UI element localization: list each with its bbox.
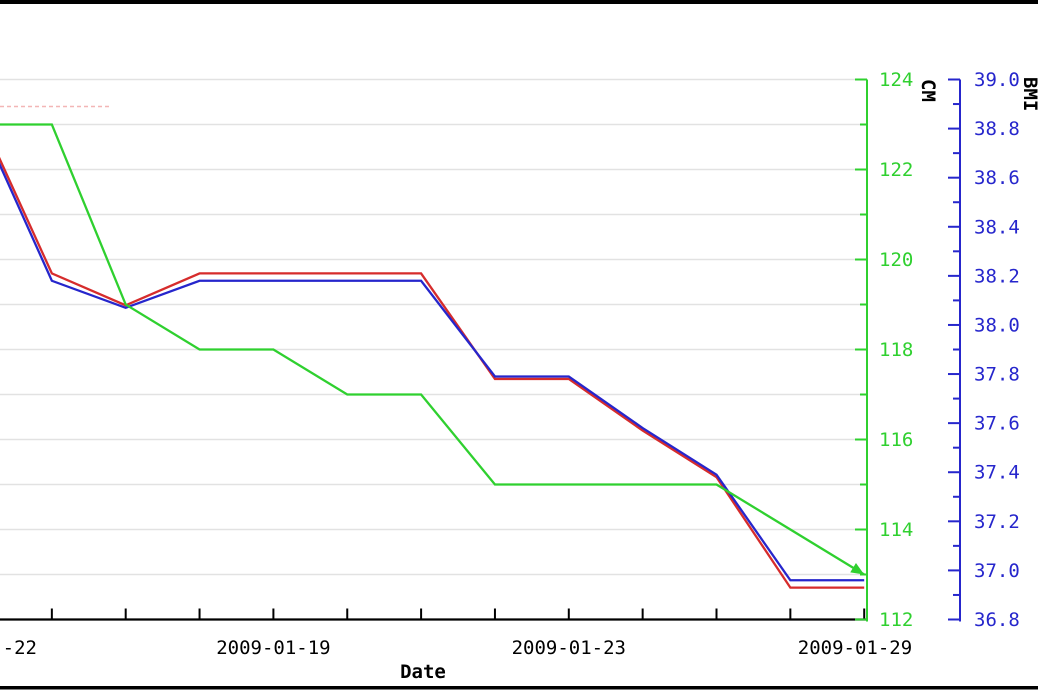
bmi-axis-title: BMI: [1019, 77, 1038, 111]
cm-axis: 124 122 120 118 116 114 112: [855, 69, 913, 631]
bmi-tick-label: 38.6: [974, 167, 1020, 189]
cm-tick-label: 116: [879, 429, 913, 451]
cm-tick-label: 118: [879, 339, 913, 361]
series-cm-line: [0, 123, 865, 576]
cm-tick-label: 124: [879, 69, 913, 91]
bmi-tick-label: 38.0: [974, 314, 1020, 336]
cm-tick-label: 114: [879, 519, 913, 541]
bmi-tick-label: 37.8: [974, 364, 1020, 386]
x-tick-label: 2009-01-29: [798, 637, 912, 659]
bmi-tick-label: 38.4: [974, 216, 1020, 238]
top-page-border: [0, 0, 1038, 4]
bmi-tick-label: 37.4: [974, 462, 1020, 484]
gridlines: [0, 78, 866, 576]
cm-tick-label: 120: [879, 249, 913, 271]
cm-tick-label: 112: [879, 609, 913, 631]
bmi-tick-label: 38.2: [974, 265, 1020, 287]
bmi-axis: 39.0 38.8 38.6 38.4 38.2 38.0 37.8 37.6 37.4 37.2…: [948, 69, 1020, 631]
x-axis-title: Date: [400, 661, 446, 683]
x-tick-label: 2009-01-19: [216, 637, 330, 659]
bmi-tick-label: 38.8: [974, 118, 1020, 140]
cm-axis-title: CM: [917, 79, 939, 102]
cm-tick-label: 122: [879, 159, 913, 181]
bmi-tick-label: 37.2: [974, 511, 1020, 533]
x-tick-label: -22: [3, 637, 37, 659]
arrowhead-icon: [850, 563, 865, 575]
series-lines: [0, 123, 865, 589]
bmi-tick-label: 37.6: [974, 413, 1020, 435]
series-bmi-line: [0, 162, 865, 582]
bmi-tick-label: 39.0: [974, 69, 1020, 91]
bmi-tick-label: 37.0: [974, 560, 1020, 582]
x-axis: -22 2009-01-19 2009-01-23 2009-01-29: [0, 608, 912, 659]
bottom-page-border: [0, 686, 1038, 690]
x-tick-label: 2009-01-23: [512, 637, 626, 659]
bmi-tick-label: 36.8: [974, 609, 1020, 631]
